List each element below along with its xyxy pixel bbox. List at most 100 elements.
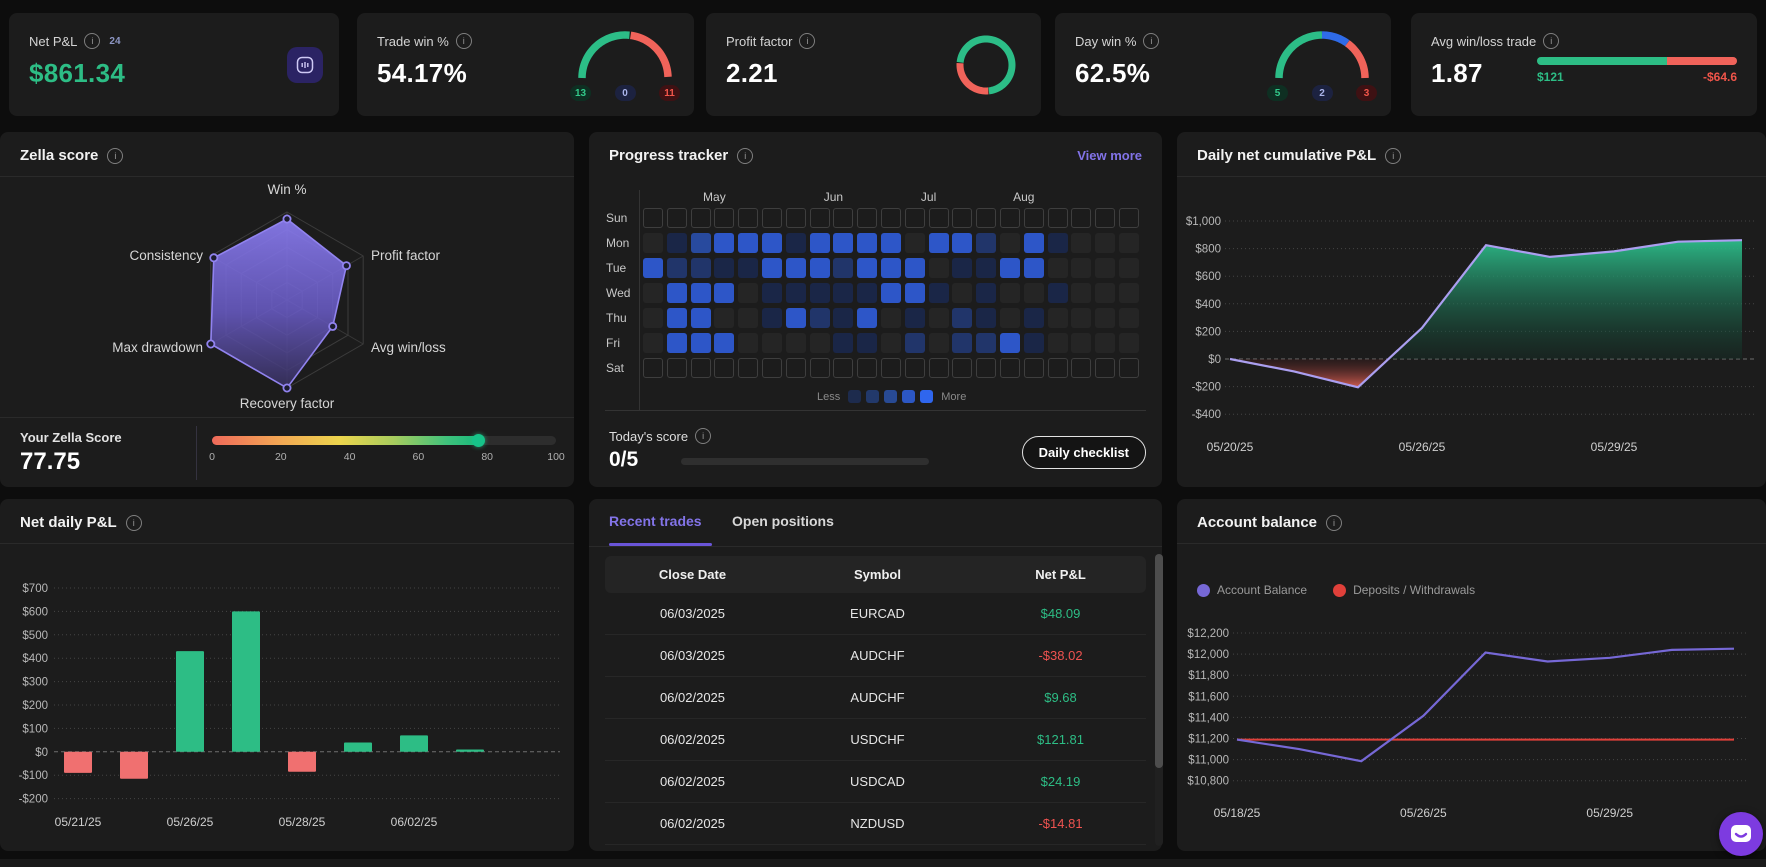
heatmap-cell [833,358,854,378]
heatmap-cell [1119,233,1139,253]
info-icon[interactable]: i [455,33,472,49]
profit-factor-value: 2.21 [726,58,778,88]
svg-text:$600: $600 [1195,271,1221,283]
info-icon[interactable]: i [1543,33,1560,49]
cumulative-pnl-chart: $1,000 $800 $600 $400 $200 $0 -$200 -$400 05/20/… [1186,216,1757,454]
deposits-legend-label: Deposits / Withdrawals [1353,583,1476,597]
heatmap-cell [738,208,759,228]
heatmap-cell [1047,233,1068,253]
heatmap-cell [952,208,973,228]
heatmap-cell [952,283,973,303]
info-icon[interactable]: i [1326,514,1343,531]
heatmap-cell [738,358,759,378]
chat-button[interactable] [1719,812,1763,856]
table-row[interactable]: 06/02/2025 AUDCHF $9.68 [605,677,1146,719]
heatmap-cell [976,333,997,353]
close-date-cell: 06/02/2025 [659,732,726,747]
heatmap-cell [714,233,735,253]
day-win-card: Day win % i 62.5% 5 2 3 [1055,13,1391,116]
scrollbar-thumb[interactable] [1155,554,1163,768]
info-icon[interactable]: i [107,147,124,164]
legend-less-label: Less [817,390,841,403]
avg-win-loss-label: Avg win/loss trade [1431,33,1537,49]
heatmap-cell [738,233,759,253]
day-label: Thu [606,311,627,325]
legend-swatch [920,390,934,403]
heatmap-cell [690,208,711,228]
heatmap-cell [833,233,854,253]
heatmap-cell [1000,233,1020,253]
table-row[interactable]: 06/02/2025 NZDUSD -$14.81 [605,803,1146,845]
close-date-cell: 06/03/2025 [659,606,726,621]
heatmap-cell [1095,258,1116,278]
day-win-gauge: 5 2 3 [1267,21,1377,101]
heatmap-cell [1095,283,1116,303]
info-icon[interactable]: i [84,33,101,49]
heatmap-bottom-line [605,410,1146,411]
heatmap-cell [1000,258,1020,278]
net-pnl-card: Net P&L i 24 $861.34 [9,13,339,116]
heatmap-cell [904,308,925,328]
net-pnl-cell: $9.68 [1044,690,1077,705]
heatmap-cell [904,208,925,228]
cumulative-pnl-card: Daily net cumulative P&L i $1,000 $800 $60… [1177,132,1766,487]
heatmap-cell [785,233,806,253]
day-label: Sun [606,211,628,225]
heatmap-cell [643,233,663,253]
svg-text:$500: $500 [22,630,48,642]
svg-text:$11,600: $11,600 [1188,691,1229,703]
heatmap-cell [1071,358,1092,378]
your-zella-score-value: 77.75 [20,448,81,475]
heatmap-cell [762,258,782,278]
svg-text:Win %: Win % [267,182,306,197]
profit-factor-card: Profit factor i 2.21 [706,13,1041,116]
svg-text:Profit factor: Profit factor [371,248,441,263]
table-row[interactable]: 06/03/2025 AUDCHF -$38.02 [605,635,1146,677]
count-badge-blue: 0 [614,85,636,101]
heatmap-cell [809,258,830,278]
legend-swatch [884,390,898,403]
table-row[interactable]: 06/02/2025 USDCAD $24.19 [605,761,1146,803]
info-icon[interactable]: i [799,33,816,49]
heatmap-cell [762,283,782,303]
heatmap-cell [833,333,854,353]
count-badge-green: 5 [1267,85,1288,101]
tab-recent-trades[interactable]: Recent trades [609,513,702,529]
legend-swatch [848,390,862,403]
heatmap-cell [785,308,806,328]
heatmap-cell [976,308,997,328]
info-icon[interactable]: i [737,147,754,164]
svg-text:$400: $400 [1195,299,1221,311]
net-pnl-cell: $24.19 [1040,774,1081,789]
info-icon[interactable]: i [1143,33,1160,49]
daily-checklist-button[interactable]: Daily checklist [1021,436,1146,469]
close-date-cell: 06/02/2025 [659,774,726,789]
tab-open-positions[interactable]: Open positions [732,513,834,529]
journal-button[interactable] [287,46,323,83]
table-scrollbar[interactable] [1155,554,1163,846]
table-row[interactable]: 06/02/2025 USDCHF $121.81 [605,719,1146,761]
svg-text:05/18/25: 05/18/25 [1214,806,1261,820]
heatmap-cell [690,358,711,378]
heatmap-cell [833,208,854,228]
svg-text:Max drawdown: Max drawdown [112,340,203,355]
zella-score-title: Zella score [20,147,99,164]
svg-text:Recovery factor: Recovery factor [240,396,335,411]
svg-text:05/26/25: 05/26/25 [167,815,214,829]
avg-win-loss-bar: $121 -$64.6 [1537,57,1737,84]
trade-win-value: 54.17% [377,58,467,88]
view-more-link[interactable]: View more [1077,148,1142,163]
day-label: Mon [606,236,630,250]
symbol-cell: NZDUSD [850,816,905,831]
heatmap-cell [809,233,830,253]
table-row[interactable]: 06/03/2025 EURCAD $48.09 [605,593,1146,635]
svg-text:05/26/25: 05/26/25 [1400,806,1447,820]
info-icon[interactable]: i [125,514,142,531]
heatmap-cell [1071,283,1092,303]
heatmap-cell [904,283,925,303]
info-icon[interactable]: i [1385,147,1402,164]
net-daily-pnl-chart: $700 $600 $500 $400 $300 $200 $100 $0 -$100 -$200… [19,583,560,829]
info-icon[interactable]: i [695,428,712,444]
heatmap-cell [881,358,901,378]
heatmap-cell [1095,308,1116,328]
